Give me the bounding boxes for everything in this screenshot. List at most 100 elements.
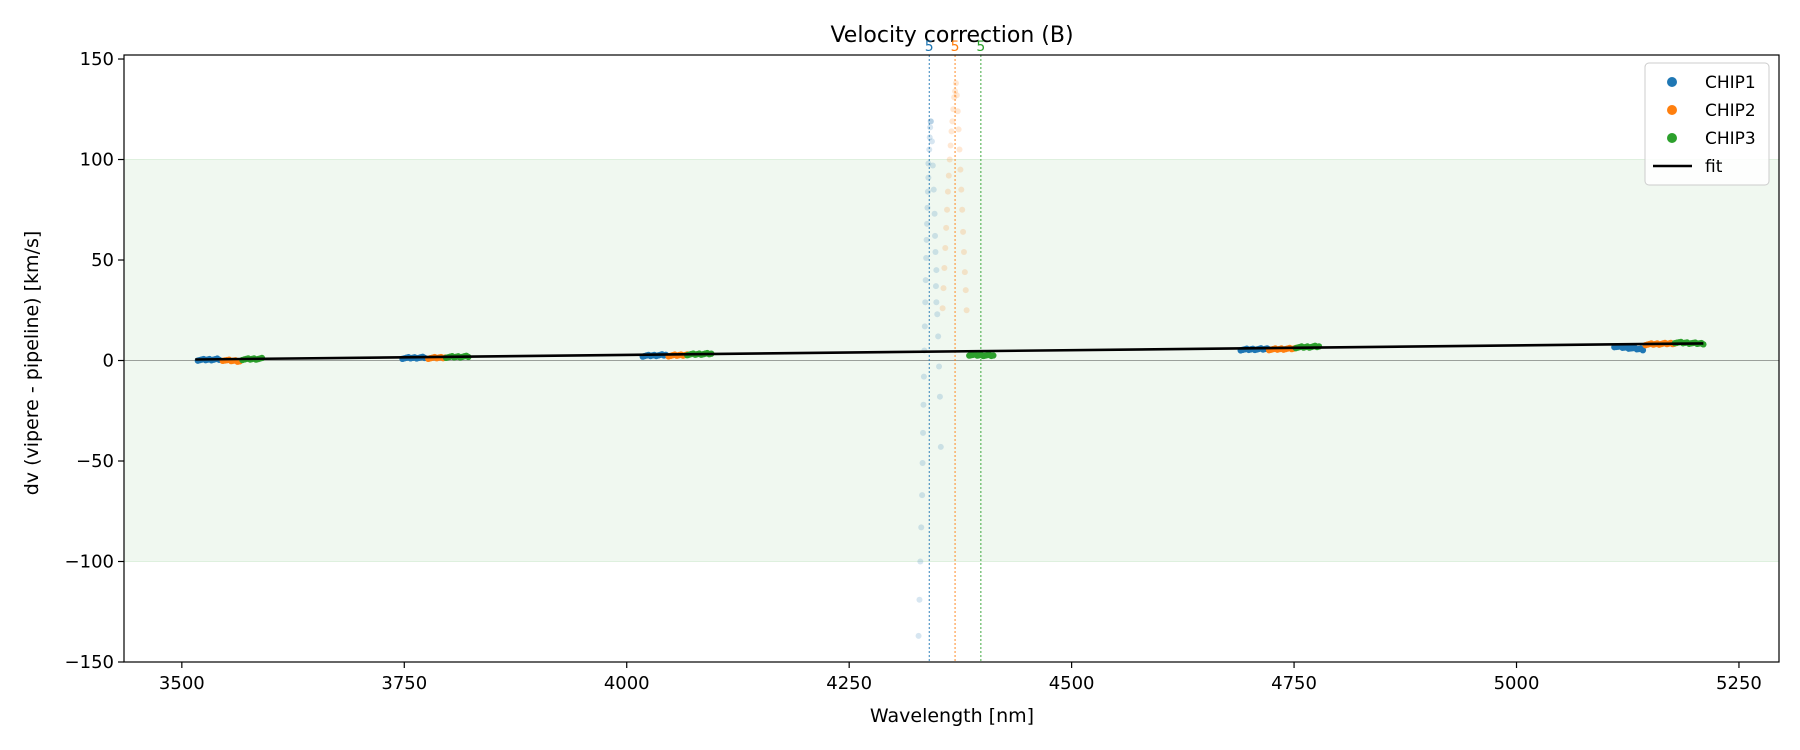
outlier-point-chip2: [941, 265, 948, 272]
outlier-point-chip2: [944, 188, 951, 195]
outlier-point-chip2: [960, 248, 967, 255]
outlier-point-chip1: [923, 236, 930, 243]
outlier-point-chip1: [937, 443, 944, 450]
outlier-point-chip2: [946, 156, 953, 163]
outlier-point-chip2: [958, 186, 965, 193]
outlier-point-chip1: [932, 232, 939, 239]
outlier-point-chip1: [934, 311, 941, 318]
outlier-point-chip1: [924, 188, 931, 195]
vline-label-1: 5: [925, 39, 934, 55]
outlier-point-chip1: [928, 138, 935, 145]
outlier-point-chip2: [962, 287, 969, 294]
outlier-point-chip2: [942, 244, 949, 251]
outlier-point-chip1: [936, 363, 943, 370]
outlier-point-chip1: [935, 333, 942, 340]
outlier-point-chip2: [943, 224, 950, 231]
outlier-point-chip1: [932, 283, 939, 290]
y-axis: −150 −100 −50 0 50 100 150: [65, 49, 124, 673]
fit-line: [195, 342, 1704, 361]
outlier-point-chip1: [915, 632, 922, 639]
y-tick-label: −50: [76, 451, 114, 472]
y-tick-label: 100: [80, 150, 114, 171]
outlier-point-chip1: [932, 248, 939, 255]
legend-marker-chip2: [1667, 105, 1677, 115]
plot-frame: [123, 54, 1780, 663]
y-tick-label: 50: [91, 250, 114, 271]
x-tick-label: 5000: [1494, 673, 1540, 694]
legend-label-chip2: CHIP2: [1705, 101, 1756, 121]
x-tick-label: 4500: [1049, 673, 1095, 694]
outlier-point-chip1: [929, 162, 936, 169]
y-tick-label: −100: [65, 552, 114, 573]
outlier-point-chip1: [920, 401, 927, 408]
outlier-point-chip1: [927, 124, 934, 131]
outlier-point-chip1: [917, 558, 924, 565]
outlier-point-chip2: [949, 118, 956, 125]
x-tick-label: 5250: [1716, 673, 1762, 694]
outlier-point-chip2: [957, 166, 964, 173]
outlier-point-chip2: [951, 94, 958, 101]
outlier-point-chip2: [955, 126, 962, 133]
outlier-point-chip1: [928, 118, 935, 125]
outlier-point-chip1: [919, 492, 926, 499]
outlier-point-chip2: [947, 142, 954, 149]
x-tick-label: 3750: [381, 673, 427, 694]
outlier-point-chip2: [940, 285, 947, 292]
outlier-point-chip2: [952, 88, 959, 95]
data-point-chip1: [1639, 346, 1647, 354]
x-tick-label: 3500: [159, 673, 205, 694]
plot-inner: [124, 55, 1779, 662]
legend-label-fit: fit: [1705, 157, 1723, 177]
legend-label-chip3: CHIP3: [1705, 129, 1756, 149]
legend-box: [1644, 62, 1770, 186]
outlier-point-chip1: [916, 596, 923, 603]
x-axis: 3500 3750 4000 4250 4500 4750 5000 5250: [159, 662, 1762, 694]
outlier-point-chip2: [959, 206, 966, 213]
outlier-point-chip1: [925, 160, 932, 167]
outlier-point-chip1: [931, 210, 938, 217]
outlier-point-chip2: [950, 106, 957, 113]
x-axis-label: Wavelength [nm]: [870, 705, 1034, 727]
outlier-point-chip1: [933, 267, 940, 274]
outlier-point-chip1: [933, 299, 940, 306]
outlier-point-chip2: [963, 307, 970, 314]
outlier-point-chip2: [956, 146, 963, 153]
vline-label-2: 5: [951, 39, 960, 55]
legend-label-chip1: CHIP1: [1705, 73, 1756, 93]
chart-title: Velocity correction (B): [830, 23, 1073, 48]
outlier-point-chip1: [921, 323, 928, 330]
outlier-point-chip2: [948, 128, 955, 135]
y-tick-label: 0: [103, 351, 114, 372]
outlier-point-chip2: [945, 172, 952, 179]
outlier-point-chip1: [919, 460, 926, 467]
outlier-point-chip1: [936, 393, 943, 400]
outlier-point-chip1: [926, 134, 933, 141]
legend: CHIP1 CHIP2 CHIP3 fit: [1644, 62, 1770, 186]
outlier-point-chip1: [918, 524, 925, 531]
outlier-point-chip2: [944, 206, 951, 213]
outlier-point-chip1: [923, 255, 930, 262]
legend-marker-chip1: [1667, 77, 1677, 87]
vline-label-3: 5: [976, 39, 985, 55]
data-point-chip3: [990, 352, 997, 359]
outlier-point-chip1: [920, 429, 927, 436]
legend-marker-chip3: [1667, 133, 1677, 143]
outlier-point-chip1: [926, 146, 933, 153]
outlier-point-chip1: [922, 299, 929, 306]
outlier-point-chip1: [924, 204, 931, 211]
outlier-point-chip1: [920, 373, 927, 380]
outlier-point-chip2: [961, 269, 968, 276]
x-tick-label: 4000: [604, 673, 650, 694]
y-tick-label: 150: [80, 49, 114, 70]
x-tick-label: 4250: [826, 673, 872, 694]
outlier-point-chip1: [930, 186, 937, 193]
y-tick-label: −150: [65, 652, 114, 673]
outlier-point-chip2: [960, 228, 967, 235]
outlier-point-chip1: [925, 174, 932, 181]
outlier-point-chip2: [939, 305, 946, 312]
outlier-point-chip1: [922, 277, 929, 284]
y-axis-label: dv (vipere - pipeline) [km/s]: [21, 231, 43, 496]
outlier-point-chip2: [953, 92, 960, 99]
outlier-point-chip1: [924, 220, 931, 227]
